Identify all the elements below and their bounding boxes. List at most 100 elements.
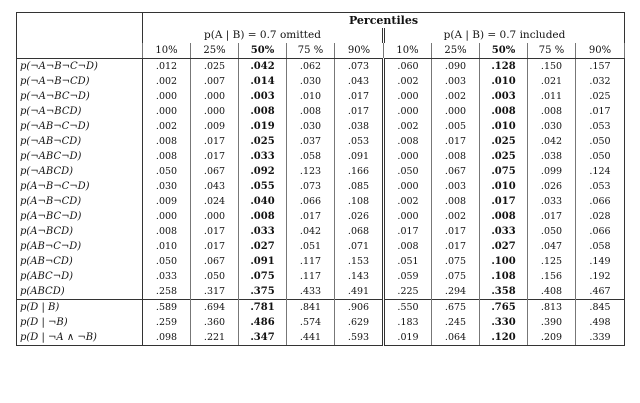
table-row: p(¬AB¬CD) .008.017.025.037.053.008.017.02… [16,134,625,149]
value-cell: .062 [286,58,335,74]
value-cell: .033 [527,194,576,209]
value-cell: .156 [527,269,576,284]
value-cell: .347 [238,330,287,346]
row-label: p(ABC¬D) [16,269,143,284]
value-cell: .183 [383,315,432,330]
value-cell: .009 [190,119,239,134]
table-row: p(¬A¬B¬C¬D) .012.025.042.062.073.060.090.… [16,58,625,74]
value-cell: .008 [142,149,191,164]
value-cell: .360 [190,315,239,330]
value-cell: .033 [142,269,191,284]
value-cell: .491 [334,284,385,300]
value-cell: .058 [575,239,625,254]
value-cell: .025 [575,89,625,104]
value-cell: .066 [575,194,625,209]
value-cell: .043 [190,179,239,194]
value-cell: .005 [431,119,480,134]
value-cell: .026 [334,209,385,224]
percentile-header-row: 10% 25% 50% 75 % 90% 10% 25% 50% 75 % 90% [16,43,625,59]
title-row: Percentiles [16,12,625,28]
value-cell: .092 [238,164,287,179]
value-cell: .050 [190,269,239,284]
value-cell: .047 [527,239,576,254]
value-cell: .025 [190,58,239,74]
value-cell: .042 [286,224,335,239]
value-cell: .017 [334,104,385,119]
value-cell: .038 [334,119,385,134]
value-cell: .149 [575,254,625,269]
value-cell: .040 [238,194,287,209]
value-cell: .000 [142,209,191,224]
value-cell: .906 [334,299,385,315]
table-row: p(A¬BC¬D) .000.000.008.017.026.000.002.00… [16,209,625,224]
value-cell: .000 [383,89,432,104]
value-cell: .064 [431,330,480,346]
value-cell: .153 [334,254,385,269]
value-cell: .108 [334,194,385,209]
corner-cell [16,12,143,28]
value-cell: .008 [383,239,432,254]
value-cell: .050 [527,224,576,239]
value-cell: .008 [431,194,480,209]
value-cell: .033 [238,224,287,239]
value-cell: .010 [479,179,528,194]
value-cell: .259 [142,315,191,330]
value-cell: .019 [238,119,287,134]
value-cell: .008 [286,104,335,119]
value-cell: .025 [479,134,528,149]
value-cell: .017 [527,209,576,224]
group-header-row: p(A | B) = 0.7 omitted p(A | B) = 0.7 in… [16,28,625,43]
value-cell: .050 [142,164,191,179]
value-cell: .050 [142,254,191,269]
value-cell: .010 [479,74,528,89]
value-cell: .339 [575,330,625,346]
value-cell: .294 [431,284,480,300]
value-cell: .017 [431,239,480,254]
value-cell: .589 [142,299,191,315]
value-cell: .008 [431,149,480,164]
value-cell: .075 [431,269,480,284]
group-omitted-header: p(A | B) = 0.7 omitted [142,28,385,43]
value-cell: .085 [334,179,385,194]
row-label: p(A¬B¬CD) [16,194,143,209]
value-cell: .073 [286,179,335,194]
value-cell: .150 [527,58,576,74]
value-cell: .225 [383,284,432,300]
value-cell: .038 [527,149,576,164]
value-cell: .059 [383,269,432,284]
value-cell: .033 [238,149,287,164]
value-cell: .000 [383,104,432,119]
value-cell: .021 [527,74,576,89]
value-cell: .166 [334,164,385,179]
value-cell: .042 [238,58,287,74]
value-cell: .675 [431,299,480,315]
value-cell: .017 [190,149,239,164]
table-row: p(¬A¬BCD) .000.000.008.008.017.000.000.00… [16,104,625,119]
value-cell: .042 [527,134,576,149]
value-cell: .030 [142,179,191,194]
value-cell: .017 [479,194,528,209]
value-cell: .694 [190,299,239,315]
value-cell: .128 [479,58,528,74]
value-cell: .000 [142,89,191,104]
value-cell: .002 [383,119,432,134]
percentile-header: 10% [142,43,191,59]
value-cell: .000 [383,149,432,164]
value-cell: .017 [575,104,625,119]
value-cell: .008 [479,104,528,119]
row-label: p(¬AB¬C¬D) [16,119,143,134]
value-cell: .027 [479,239,528,254]
row-label: p(D | ¬A ∧ ¬B) [16,330,143,346]
value-cell: .003 [479,89,528,104]
value-cell: .209 [527,330,576,346]
row-label: p(A¬B¬C¬D) [16,179,143,194]
row-label: p(D | ¬B) [16,315,143,330]
value-cell: .053 [334,134,385,149]
value-cell: .330 [479,315,528,330]
value-cell: .002 [142,74,191,89]
value-cell: .030 [286,119,335,134]
value-cell: .100 [479,254,528,269]
value-cell: .003 [431,74,480,89]
value-cell: .441 [286,330,335,346]
row-label: p(A¬BC¬D) [16,209,143,224]
